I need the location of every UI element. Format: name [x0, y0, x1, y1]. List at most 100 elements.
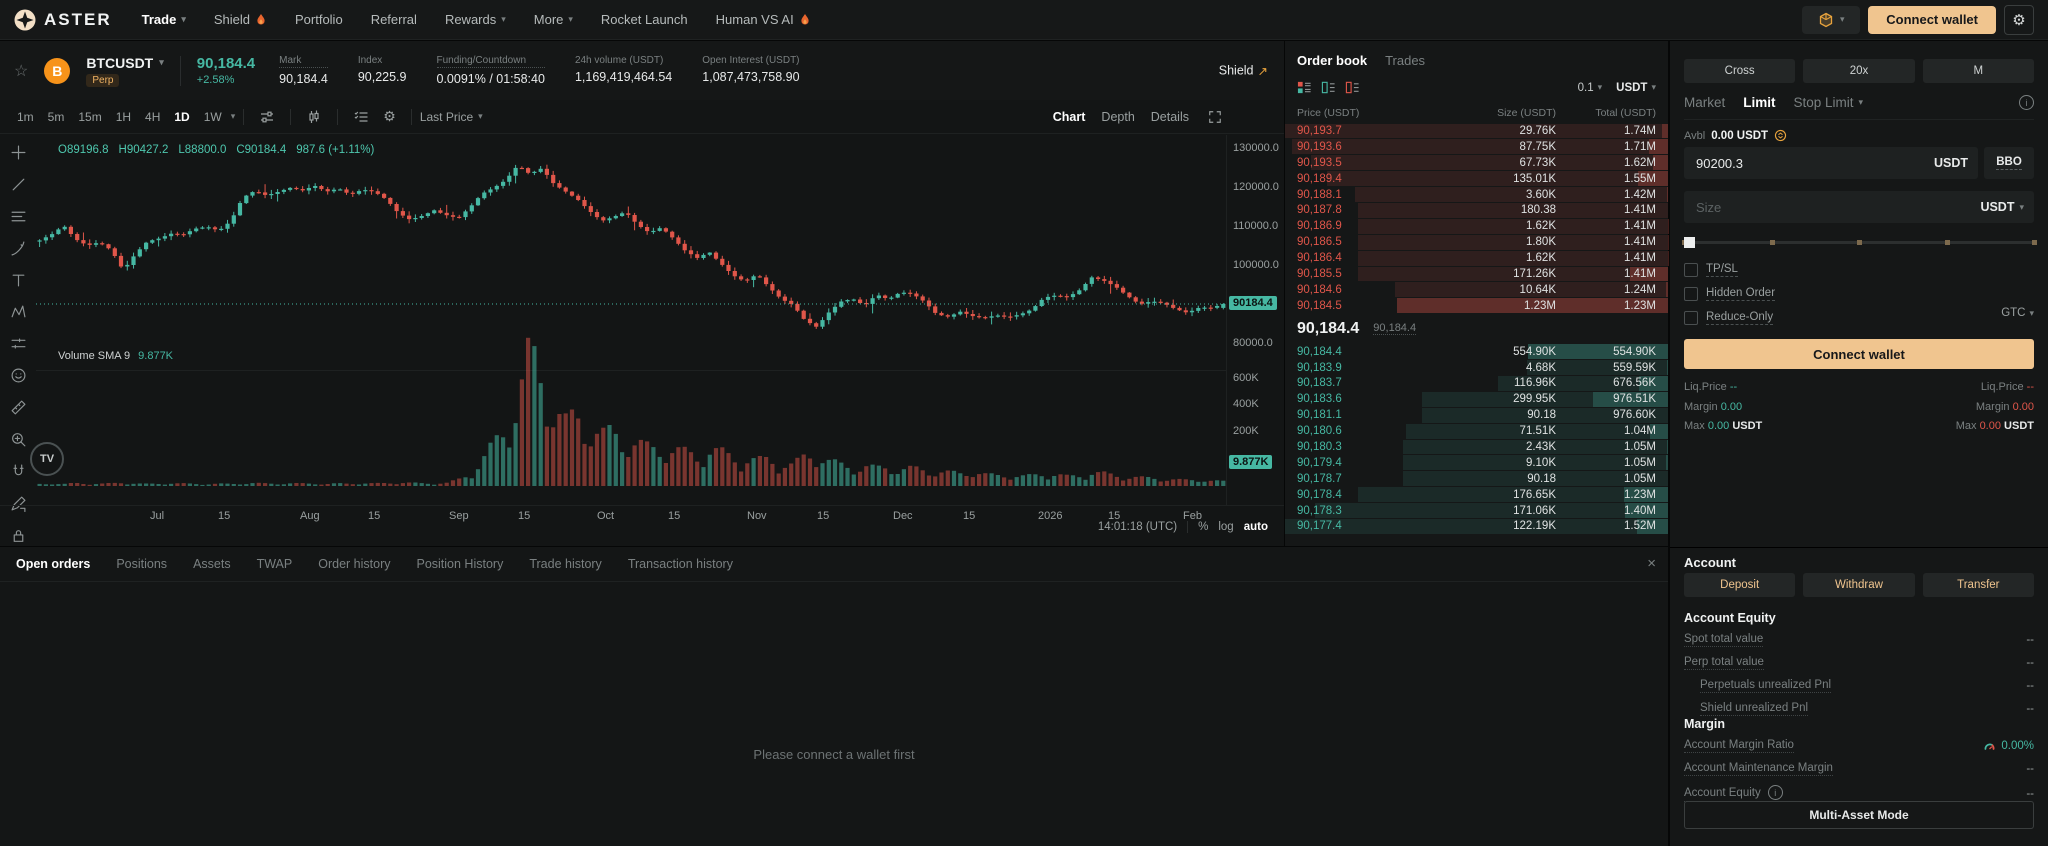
- connect-wallet-button[interactable]: Connect wallet: [1868, 5, 1996, 34]
- trend-line-icon[interactable]: [8, 175, 28, 194]
- interval-1d[interactable]: 1D: [174, 109, 190, 124]
- bid-row[interactable]: 90,178.7 90.18 1.05M: [1285, 471, 1668, 487]
- nav-item-shield[interactable]: Shield: [214, 12, 267, 27]
- brush-icon[interactable]: [8, 239, 28, 258]
- bottom-tab-order-history[interactable]: Order history: [318, 557, 391, 571]
- checklist-icon[interactable]: [353, 109, 369, 125]
- zoom-in-icon[interactable]: [8, 430, 28, 449]
- slider-handle[interactable]: [1684, 237, 1695, 248]
- bottom-tab-open-orders[interactable]: Open orders: [16, 557, 91, 571]
- interval-15m[interactable]: 15m: [78, 109, 102, 124]
- leverage-button[interactable]: 20x: [1803, 59, 1915, 83]
- ask-row[interactable]: 90,193.7 29.76K 1.74M: [1285, 123, 1668, 139]
- time-axis[interactable]: Jul 15 Aug 15 Sep 15 Oct 15 Nov 15 Dec 15 2026 15 Feb: [0, 508, 1284, 526]
- book-view-bids-icon[interactable]: [1321, 80, 1336, 95]
- bottom-tab-position-history[interactable]: Position History: [416, 557, 504, 571]
- bid-row[interactable]: 90,183.9 4.68K 559.59K: [1285, 360, 1668, 376]
- text-icon[interactable]: [8, 271, 28, 290]
- scale-button-auto[interactable]: auto: [1243, 521, 1268, 533]
- nav-item-referral[interactable]: Referral: [371, 12, 417, 27]
- transfer-button[interactable]: Transfer: [1922, 573, 2034, 597]
- margin-mode-button[interactable]: Cross: [1684, 59, 1796, 83]
- crosshair-icon[interactable]: [8, 143, 28, 162]
- tick-size-selector[interactable]: 0.1 ▾: [1577, 81, 1603, 94]
- tradingview-logo[interactable]: TV: [30, 442, 64, 476]
- bid-row[interactable]: 90,181.1 90.18 976.60K: [1285, 407, 1668, 423]
- order-tab-stop-limit[interactable]: Stop Limit ▾: [1794, 95, 1864, 110]
- bottom-tab-positions[interactable]: Positions: [116, 557, 168, 571]
- nav-item-rocket-launch[interactable]: Rocket Launch: [601, 12, 688, 27]
- multi-asset-mode-button[interactable]: Multi-Asset Mode: [1684, 801, 2034, 829]
- price-axis[interactable]: 130000.0 120000.0 110000.0 100000.0 80000.0 6…: [1226, 135, 1285, 505]
- nav-item-more[interactable]: More ▾: [534, 12, 573, 27]
- size-input[interactable]: [1694, 198, 1981, 216]
- nav-item-trade[interactable]: Trade ▾: [142, 12, 186, 27]
- ask-row[interactable]: 90,186.5 1.80K 1.41M: [1285, 234, 1668, 250]
- order-tab-limit[interactable]: Limit: [1743, 95, 1775, 110]
- indicators-icon[interactable]: [259, 109, 275, 125]
- withdraw-button[interactable]: Withdraw: [1803, 573, 1915, 597]
- settings-button[interactable]: ⚙: [2004, 4, 2034, 35]
- bid-row[interactable]: 90,177.4 122.19K 1.52M: [1285, 518, 1668, 534]
- ask-row[interactable]: 90,184.6 10.64K 1.24M: [1285, 282, 1668, 298]
- ask-row[interactable]: 90,188.1 3.60K 1.42M: [1285, 187, 1668, 203]
- ask-row[interactable]: 90,189.4 135.01K 1.55M: [1285, 171, 1668, 187]
- book-view-both-icon[interactable]: [1297, 80, 1312, 95]
- connect-wallet-button-panel[interactable]: Connect wallet: [1684, 339, 2034, 369]
- checkbox[interactable]: [1684, 287, 1698, 301]
- transfer-icon[interactable]: [1774, 129, 1787, 142]
- deposit-button[interactable]: Deposit: [1684, 573, 1796, 597]
- tif-selector[interactable]: GTC ▾: [2001, 307, 2034, 319]
- checkbox[interactable]: [1684, 263, 1698, 277]
- close-icon[interactable]: ×: [1647, 555, 1656, 572]
- magnet-icon[interactable]: [8, 462, 28, 481]
- slider-stop-50[interactable]: [1857, 240, 1862, 245]
- bottom-tab-twap[interactable]: TWAP: [256, 557, 293, 571]
- scale-button-log[interactable]: log: [1218, 521, 1234, 533]
- network-selector[interactable]: ▾: [1802, 5, 1861, 34]
- ask-row[interactable]: 90,193.6 87.75K 1.71M: [1285, 139, 1668, 155]
- size-unit-selector[interactable]: USDT ▾: [1980, 200, 2024, 214]
- forecast-icon[interactable]: [8, 335, 28, 354]
- chart-view-tab-depth[interactable]: Depth: [1101, 109, 1135, 124]
- ask-row[interactable]: 90,186.4 1.62K 1.41M: [1285, 250, 1668, 266]
- bottom-tab-assets[interactable]: Assets: [193, 557, 231, 571]
- candle-style-icon[interactable]: [306, 109, 322, 125]
- slider-stop-100[interactable]: [2032, 240, 2037, 245]
- checkbox-label[interactable]: Hidden Order: [1706, 287, 1776, 301]
- order-tab-market[interactable]: Market: [1684, 95, 1725, 110]
- nav-item-portfolio[interactable]: Portfolio: [295, 12, 343, 27]
- interval-5m[interactable]: 5m: [47, 109, 65, 124]
- bbo-button[interactable]: BBO: [1984, 147, 2034, 179]
- bid-row[interactable]: 90,183.6 299.95K 976.51K: [1285, 391, 1668, 407]
- checkbox-label[interactable]: TP/SL: [1706, 263, 1738, 277]
- interval-4h[interactable]: 4H: [145, 109, 161, 124]
- candlestick-chart[interactable]: [36, 135, 1226, 505]
- book-view-asks-icon[interactable]: [1345, 80, 1360, 95]
- ask-row[interactable]: 90,185.5 171.26K 1.41M: [1285, 266, 1668, 282]
- quote-unit-selector[interactable]: USDT ▾: [1616, 81, 1656, 94]
- brand[interactable]: ASTER: [14, 9, 112, 31]
- ruler-icon[interactable]: [8, 398, 28, 417]
- nav-item-rewards[interactable]: Rewards ▾: [445, 12, 506, 27]
- scale-button-%[interactable]: %: [1198, 521, 1209, 533]
- horizontal-lines-icon[interactable]: [8, 207, 28, 226]
- chart-settings-gear-icon[interactable]: ⚙: [383, 108, 396, 124]
- slider-stop-25[interactable]: [1769, 240, 1775, 245]
- bid-row[interactable]: 90,184.4 554.90K 554.90K: [1285, 344, 1668, 360]
- checkbox-label[interactable]: Reduce-Only: [1706, 311, 1774, 325]
- favorite-star-icon[interactable]: ☆: [14, 62, 29, 80]
- ask-row[interactable]: 90,193.5 67.73K 1.62M: [1285, 155, 1668, 171]
- interval-1m[interactable]: 1m: [17, 109, 34, 124]
- orderbook-tab-order-book[interactable]: Order book: [1297, 53, 1368, 68]
- orderbook-tab-trades[interactable]: Trades: [1385, 53, 1426, 68]
- size-slider[interactable]: [1682, 235, 2037, 249]
- lock-icon[interactable]: [8, 526, 28, 545]
- bid-row[interactable]: 90,179.4 9.10K 1.05M: [1285, 455, 1668, 471]
- checkbox[interactable]: [1684, 311, 1698, 325]
- symbol-selector[interactable]: BTCUSDT ▾ Perp: [86, 55, 164, 87]
- bottom-tab-transaction-history[interactable]: Transaction history: [627, 557, 733, 571]
- price-input[interactable]: [1694, 154, 1934, 172]
- ask-row[interactable]: 90,187.8 180.38 1.41M: [1285, 202, 1668, 218]
- bid-row[interactable]: 90,178.3 171.06K 1.40M: [1285, 503, 1668, 519]
